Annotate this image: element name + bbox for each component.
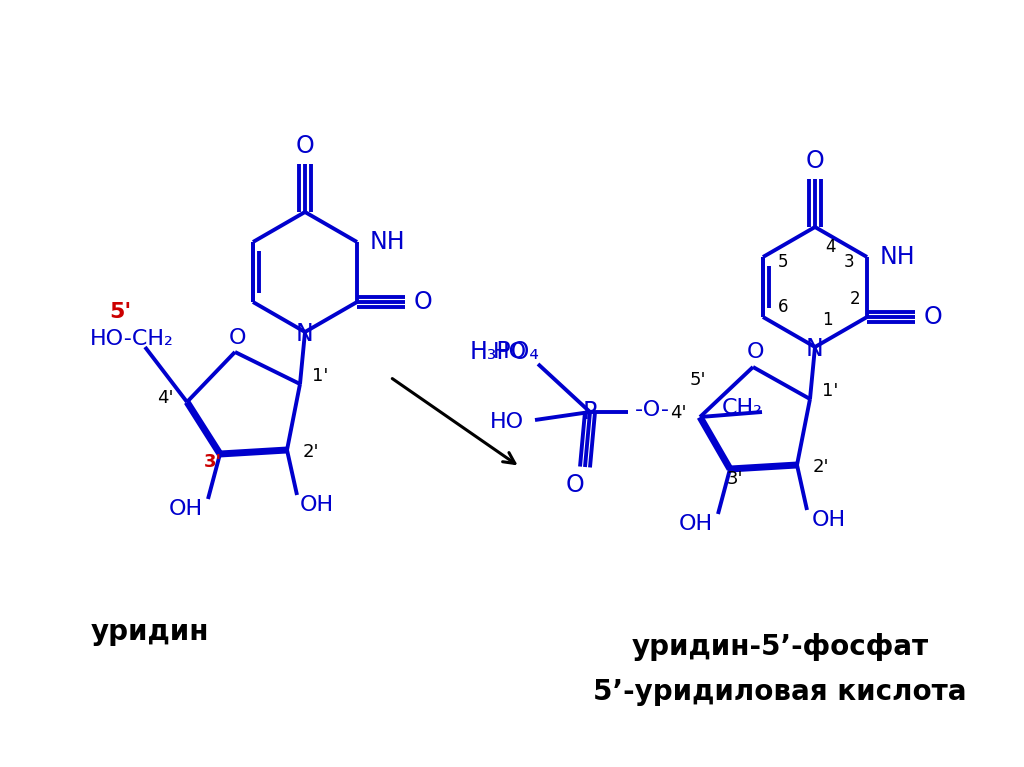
Text: 4': 4': [670, 404, 686, 422]
Text: OH: OH: [300, 495, 334, 515]
Text: 1: 1: [821, 311, 833, 329]
Text: H₃PO₄: H₃PO₄: [470, 340, 540, 364]
Text: N: N: [806, 337, 824, 361]
Text: O: O: [565, 473, 585, 497]
Text: 3': 3': [727, 470, 743, 488]
Text: 4': 4': [157, 389, 173, 407]
Text: HO: HO: [493, 342, 527, 362]
Text: O: O: [414, 290, 432, 314]
Text: 5: 5: [778, 253, 788, 271]
Text: 1': 1': [312, 367, 328, 385]
Text: 5': 5': [690, 371, 707, 389]
Text: 2: 2: [850, 290, 860, 308]
Text: OH: OH: [812, 510, 846, 530]
Text: 3': 3': [204, 453, 222, 471]
Text: OH: OH: [169, 499, 203, 519]
Text: уридин: уридин: [91, 618, 209, 646]
Text: 5’-уридиловая кислота: 5’-уридиловая кислота: [593, 678, 967, 706]
Text: O: O: [746, 342, 764, 362]
Text: P: P: [583, 400, 597, 424]
Text: OH: OH: [679, 514, 713, 534]
Text: -O-: -O-: [635, 400, 670, 420]
Text: 1': 1': [822, 382, 839, 400]
Text: O: O: [296, 134, 314, 158]
Text: уридин-5’-фосфат: уридин-5’-фосфат: [632, 633, 929, 661]
Text: HO: HO: [489, 412, 524, 432]
Text: 4: 4: [824, 238, 836, 256]
Text: O: O: [924, 305, 942, 329]
Text: NH: NH: [370, 230, 404, 254]
Text: N: N: [296, 322, 314, 346]
Text: 2': 2': [813, 458, 829, 476]
Text: O: O: [806, 149, 824, 173]
Text: NH: NH: [880, 245, 914, 269]
Text: 3: 3: [844, 253, 854, 271]
Text: CH₂: CH₂: [722, 398, 763, 418]
Text: 2': 2': [303, 443, 319, 461]
Text: HO-CH₂: HO-CH₂: [90, 329, 174, 349]
Text: 5': 5': [109, 302, 131, 322]
Text: O: O: [228, 328, 246, 348]
Text: 6: 6: [778, 298, 788, 316]
